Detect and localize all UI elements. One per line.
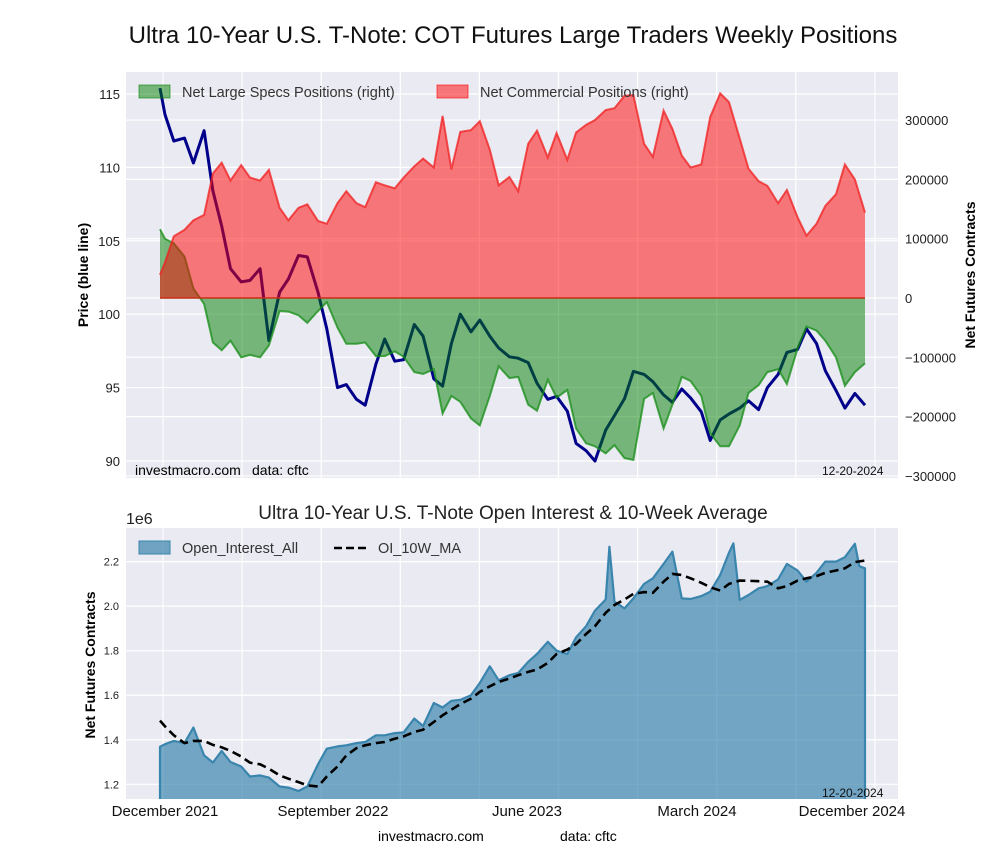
open-interest-date-label: 12-20-2024 xyxy=(822,786,884,800)
large-specs-line xyxy=(159,228,866,462)
left-tick-label: 95 xyxy=(106,381,120,396)
left-tick-label: 105 xyxy=(98,234,120,249)
x-tick-label: December 2024 xyxy=(799,803,906,820)
y-tick-label: 2.0 xyxy=(104,601,119,613)
positions-legend: Net Large Specs Positions (right) Net Co… xyxy=(138,84,689,101)
commercial-area xyxy=(160,93,865,299)
open-interest-marks xyxy=(158,542,867,799)
right-tick-label: 200000 xyxy=(905,172,948,187)
positions-marks xyxy=(158,87,867,463)
y-tick-label: 2.2 xyxy=(104,557,119,569)
open-interest-chart-title: Ultra 10-Year U.S. T-Note Open Interest … xyxy=(258,503,768,524)
x-tick-label: June 2023 xyxy=(492,803,562,820)
footer-site: investmacro.com xyxy=(378,828,484,844)
left-tick-label: 110 xyxy=(99,160,120,175)
y-tick-label: 1.6 xyxy=(104,690,119,702)
x-tick-label: September 2022 xyxy=(278,803,389,820)
right-axis-label: Net Futures Contracts xyxy=(962,201,978,348)
y-tick-label: 1.8 xyxy=(104,646,119,658)
left-tick-label: 90 xyxy=(106,454,120,469)
y-tick-label: 1.4 xyxy=(104,735,119,747)
right-tick-label: 100000 xyxy=(905,232,948,247)
left-tick-label: 115 xyxy=(99,87,120,102)
large-specs-area xyxy=(160,229,865,460)
legend-swatch-commercial xyxy=(436,84,469,99)
y-offset-label: 1e6 xyxy=(126,511,153,528)
right-tick-label: −100000 xyxy=(905,350,956,365)
right-tick-label: −300000 xyxy=(905,469,956,484)
commercial-line xyxy=(159,91,866,276)
x-axis-labels: December 2021 September 2022 June 2023 Marc… xyxy=(112,803,906,820)
date-label: 12-20-2024 xyxy=(822,464,884,478)
open-interest-ticks: 1.2 1.4 1.6 1.8 2.0 2.2 xyxy=(104,557,119,792)
legend-label-open-interest: Open_Interest_All xyxy=(182,541,298,557)
watermark-source: data: cftc xyxy=(252,462,309,478)
open-interest-chart: 1.2 1.4 1.6 1.8 2.0 2.2 1e6 Net Futures Contr… xyxy=(82,511,905,844)
right-tick-label: 0 xyxy=(905,291,912,306)
legend-swatch-large-specs xyxy=(138,84,171,99)
footer-source: data: cftc xyxy=(560,828,617,844)
x-tick-label: March 2024 xyxy=(657,803,736,820)
legend-label-commercial: Net Commercial Positions (right) xyxy=(480,85,689,101)
right-tick-label: −200000 xyxy=(905,410,956,425)
positions-chart: 90 95 100 105 110 115 −300000 −200000 −100000 0 10… xyxy=(75,72,978,484)
chart-title: Ultra 10-Year U.S. T-Note: COT Futures L… xyxy=(128,22,898,49)
positions-ticks: 90 95 100 105 110 115 −300000 −200000 −100000 0 10… xyxy=(98,87,956,484)
moving-average-line xyxy=(159,559,866,788)
x-tick-label: December 2021 xyxy=(112,803,219,820)
left-axis-label: Price (blue line) xyxy=(75,223,91,327)
open-interest-area xyxy=(160,543,865,799)
legend-swatch-open-interest xyxy=(138,540,171,555)
watermark-site: investmacro.com xyxy=(135,462,241,478)
left-tick-label: 100 xyxy=(98,307,120,322)
legend-label-moving-average: OI_10W_MA xyxy=(378,541,461,557)
open-interest-legend: Open_Interest_All OI_10W_MA xyxy=(138,540,461,557)
open-interest-line xyxy=(158,542,867,799)
open-interest-y-axis-label: Net Futures Contracts xyxy=(82,591,98,738)
legend-label-large-specs: Net Large Specs Positions (right) xyxy=(182,85,395,101)
right-tick-label: 300000 xyxy=(905,113,948,128)
y-tick-label: 1.2 xyxy=(104,779,119,791)
